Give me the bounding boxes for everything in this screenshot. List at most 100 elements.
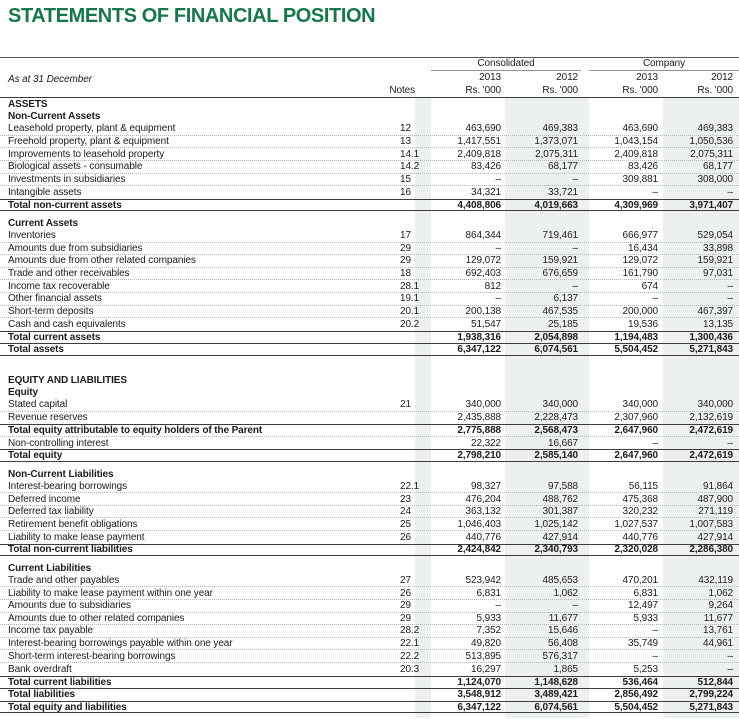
value-cell: 16,434 [628, 242, 658, 254]
total-row: Total current liabilities 1,124,070 1,148,… [0, 675, 739, 689]
value-cell: 5,504,452 [614, 701, 658, 713]
value-cell: 2,568,473 [534, 425, 578, 437]
table-row: Income tax recoverable 28.1 812 – 674 – [0, 280, 739, 293]
value-cell: 674 [641, 280, 658, 292]
total-row: Total current assets 1,938,316 2,054,898 1,… [0, 330, 739, 344]
value-cell: 2,409,818 [457, 148, 501, 160]
value-cell: 97,031 [703, 268, 733, 280]
value-cell: 2,228,473 [534, 412, 578, 424]
note-reference: 29 [400, 255, 411, 267]
note-reference: 26 [400, 587, 411, 599]
value-cell: 513,895 [465, 650, 502, 662]
row-label: Amounts due to subsidiaries [8, 600, 131, 612]
value-cell: 11,677 [703, 612, 733, 624]
section-header-row: Current Assets [0, 217, 739, 230]
table-row: Amounts due to other related companies 29… [0, 613, 739, 626]
value-cell: 11,677 [548, 612, 578, 624]
value-cell: 3,489,421 [534, 689, 578, 701]
table-row: Amounts due to subsidiaries 29 – – 12,497 9,2… [0, 600, 739, 613]
unit-label: Rs. '000 [542, 85, 578, 96]
value-cell: 1,865 [553, 663, 578, 675]
value-cell: 9,264 [708, 600, 733, 612]
row-label: Biological assets - consumable [8, 161, 143, 173]
table-row: Cash and cash equivalents 20.2 51,547 25,18… [0, 318, 739, 331]
table-row: Income tax payable 28.2 7,352 15,646 – 13,761 [0, 625, 739, 638]
table-row: Inventories 17 864,344 719,461 666,977 529,05… [0, 230, 739, 243]
value-cell: 1,417,551 [457, 136, 501, 148]
note-reference: 14.2 [400, 161, 420, 173]
value-cell: 51,547 [471, 318, 501, 330]
value-cell: 15,646 [548, 625, 578, 637]
row-label: Total equity [8, 450, 63, 462]
table-row: Trade and other receivables 18 692,403 676,… [0, 268, 739, 281]
value-cell: 309,881 [622, 173, 659, 185]
row-label: Total current liabilities [8, 676, 112, 688]
note-reference: 28.1 [400, 280, 420, 292]
table-row: Interest-bearing borrowings payable with… [0, 638, 739, 651]
value-cell: – [572, 173, 579, 185]
table-row: Trade and other payables 27 523,942 485,653… [0, 575, 739, 588]
value-cell: 308,000 [697, 173, 734, 185]
value-cell: – [652, 437, 659, 449]
value-cell: 301,387 [542, 506, 579, 518]
value-cell: 16,667 [548, 437, 578, 449]
value-cell: 2,472,619 [689, 425, 733, 437]
year-header-consolidated-2012: 2012 [556, 72, 578, 83]
note-reference: 12 [400, 123, 411, 135]
row-label: Total non-current assets [8, 199, 122, 211]
row-label: Total non-current liabilities [8, 544, 133, 556]
value-cell: – [727, 663, 734, 675]
value-cell: 200,138 [465, 305, 502, 317]
row-label: Equity [8, 387, 38, 399]
table-row: Other financial assets 19.1 – 6,137 – – [0, 293, 739, 306]
value-cell: 159,921 [697, 255, 734, 267]
value-cell: 463,690 [465, 123, 502, 135]
value-cell: 25,185 [548, 318, 578, 330]
value-cell: 2,856,492 [614, 689, 658, 701]
value-cell: 576,317 [542, 650, 579, 662]
value-cell: 1,373,071 [534, 136, 578, 148]
section-header-row: Current Liabilities [0, 562, 739, 575]
table-row: Retirement benefit obligations 25 1,046,40… [0, 518, 739, 531]
value-cell: 2,435,888 [457, 412, 501, 424]
value-cell: 6,347,122 [457, 344, 501, 356]
total-row: Total equity attributable to equity hold… [0, 424, 739, 437]
row-label: Income tax recoverable [8, 280, 110, 292]
section-header-row: Non-Current Liabilities [0, 468, 739, 481]
row-label: Amounts due from other related companies [8, 255, 196, 267]
value-cell: 5,933 [476, 612, 501, 624]
value-cell: 467,397 [697, 305, 734, 317]
row-label: Trade and other receivables [8, 268, 130, 280]
row-label: ASSETS [8, 98, 48, 110]
value-cell: 529,054 [697, 230, 734, 242]
value-cell: 1,938,316 [457, 331, 501, 343]
value-cell: 1,062 [708, 587, 733, 599]
value-cell: 13,761 [703, 625, 733, 637]
table-row: Deferred tax liability 24 363,132 301,387 32… [0, 506, 739, 519]
section-header-row: ASSETS [0, 98, 739, 111]
value-cell: 812 [484, 280, 501, 292]
row-label: Total equity attributable to equity hold… [8, 425, 263, 437]
value-cell: 68,177 [548, 161, 578, 173]
row-label: Liability to make lease payment [8, 531, 145, 543]
page-title: STATEMENTS OF FINANCIAL POSITION [8, 5, 376, 27]
total-row: Total liabilities 3,548,912 3,489,421 2,856… [0, 688, 739, 701]
row-label: Amounts due to other related companies [8, 612, 185, 624]
row-label: Other financial assets [8, 293, 102, 305]
table-row: Interest-bearing borrowings 22.1 98,327 97,… [0, 481, 739, 494]
note-reference: 18 [400, 268, 411, 280]
value-cell: 476,204 [465, 493, 502, 505]
row-label: Current Liabilities [8, 562, 92, 574]
table-row: Non-controlling interest 22,322 16,667 – – [0, 437, 739, 450]
row-label: Liability to make lease payment within o… [8, 587, 213, 599]
value-cell: 470,201 [622, 575, 659, 587]
column-tint-stripe [415, 98, 431, 719]
value-cell: – [727, 437, 734, 449]
note-reference: 26 [400, 531, 411, 543]
value-cell: 49,820 [471, 638, 501, 650]
value-cell: – [727, 650, 734, 662]
table-header: As at 31 December Consolidated Company 2… [0, 57, 739, 98]
value-cell: 469,383 [697, 123, 734, 135]
table-row: Investments in subsidiaries 15 – – 309,881 30… [0, 174, 739, 187]
